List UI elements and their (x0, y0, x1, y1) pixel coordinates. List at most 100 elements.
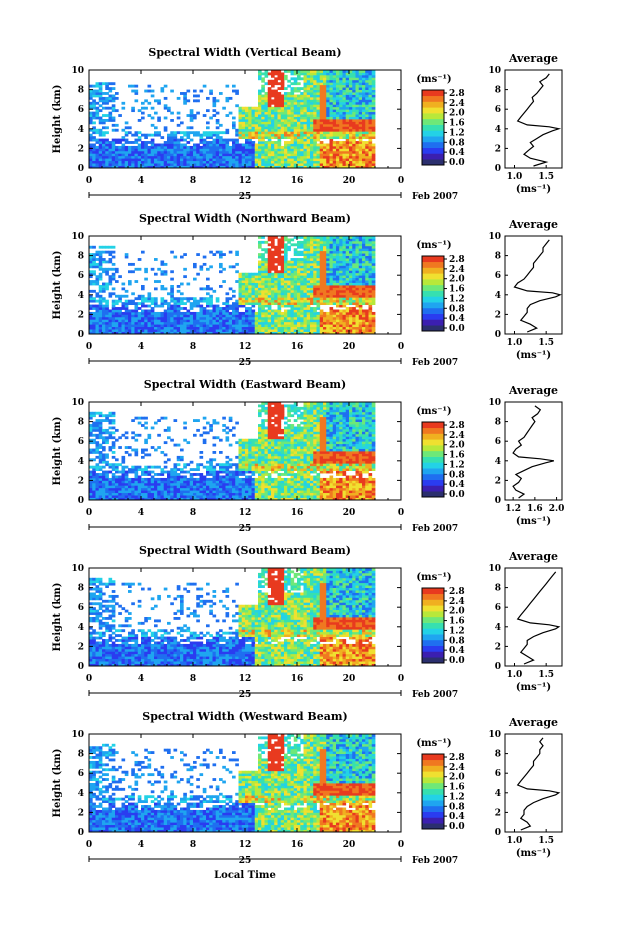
heatmap-cell (154, 280, 158, 283)
heatmap-cell (92, 314, 96, 318)
heatmap-cell (241, 302, 246, 305)
heatmap-cell (287, 145, 291, 149)
heatmap-cell (228, 321, 233, 325)
heatmap-cell (290, 326, 295, 330)
heatmap-cell (212, 304, 217, 308)
heatmap-cell (271, 250, 275, 254)
heatmap-cell (238, 155, 243, 159)
heatmap-cell (368, 311, 373, 315)
heatmap-cell (92, 84, 96, 88)
heatmap-cell (261, 111, 265, 115)
heatmap-cell (92, 126, 96, 130)
heatmap-cell (362, 248, 366, 252)
heatmap-cell (297, 119, 301, 122)
heatmap-cell (170, 133, 174, 137)
heatmap-cell (313, 299, 317, 303)
heatmap-cell (245, 131, 249, 135)
heatmap-cell (339, 111, 343, 115)
heatmap-cell (267, 238, 272, 242)
heatmap-cell (134, 280, 139, 283)
heatmap-cell (323, 240, 327, 244)
heatmap-cell (215, 150, 220, 154)
heatmap-cell (300, 304, 304, 308)
heatmap-cell (134, 148, 139, 152)
heatmap-cell (258, 116, 262, 120)
heatmap-cell (238, 299, 243, 303)
heatmap-cell (306, 128, 311, 132)
heatmap-cell (254, 282, 259, 286)
heatmap-cell (173, 133, 178, 137)
heatmap-cell (232, 148, 236, 152)
heatmap-cell (115, 109, 119, 113)
heatmap-cell (141, 153, 145, 157)
heatmap-cell (115, 270, 119, 274)
heatmap-cell (329, 116, 334, 120)
heatmap-cell (300, 114, 304, 117)
heatmap-cell (287, 285, 291, 288)
heatmap-cell (319, 79, 324, 83)
heatmap-cell (358, 255, 363, 259)
heatmap-cell (300, 258, 304, 261)
heatmap-cell (310, 272, 314, 276)
heatmap-cell (280, 282, 285, 286)
heatmap-cell (323, 321, 327, 325)
heatmap-cell (329, 331, 334, 335)
heatmap-cell (345, 160, 350, 164)
heatmap-cell (271, 82, 275, 86)
heatmap-cell (323, 258, 327, 261)
heatmap-cell (355, 101, 360, 105)
heatmap-cell (98, 143, 103, 147)
heatmap-cell (98, 89, 103, 93)
heatmap-cell (342, 297, 347, 301)
heatmap-cell (267, 148, 272, 152)
colorbar-tick-label: 1.2 (449, 128, 465, 138)
heatmap-cell (267, 114, 272, 117)
heatmap-cell (310, 316, 314, 320)
heatmap-cell (290, 72, 295, 76)
heatmap-cell (326, 70, 330, 73)
heatmap-cell (342, 260, 347, 264)
heatmap-cell (98, 131, 103, 135)
heatmap-cell (336, 248, 340, 252)
heatmap-cell (358, 87, 363, 90)
heatmap-cell (92, 458, 96, 462)
heatmap-cell (245, 282, 249, 286)
heatmap-cell (131, 319, 135, 323)
heatmap-cell (329, 324, 334, 328)
heatmap-cell (193, 160, 197, 164)
heatmap-cell (277, 316, 282, 320)
heatmap-cell (248, 294, 252, 298)
heatmap-cell (297, 314, 301, 318)
heatmap-cell (365, 314, 369, 318)
heatmap-cell (105, 99, 109, 103)
heatmap-cell (368, 324, 373, 328)
heatmap-cell (368, 292, 373, 296)
heatmap-cell (352, 253, 356, 256)
heatmap-cell (349, 150, 353, 154)
heatmap-cell (358, 138, 363, 142)
heatmap-cell (102, 99, 106, 103)
heatmap-cell (264, 165, 269, 169)
heatmap-cell (284, 119, 288, 122)
heatmap-cell (313, 150, 317, 154)
heatmap-cell (258, 285, 262, 288)
heatmap-cell (89, 258, 93, 261)
heatmap-cell (274, 272, 278, 276)
heatmap-cell (225, 309, 230, 313)
heatmap-cell (111, 116, 116, 120)
heatmap-cell (326, 319, 330, 323)
heatmap-cell (219, 326, 223, 330)
heatmap-cell (245, 324, 249, 328)
heatmap-cell (248, 326, 252, 330)
heatmap-cell (248, 302, 252, 305)
heatmap-cell (258, 74, 262, 78)
heatmap-cell (339, 258, 343, 261)
heatmap-cell (280, 126, 285, 130)
heatmap-cell (349, 111, 353, 115)
heatmap-cell (89, 106, 93, 110)
heatmap-cell (300, 253, 304, 256)
heatmap-cell (209, 153, 213, 157)
heatmap-cell (241, 304, 246, 308)
heatmap-cell (332, 245, 337, 249)
heatmap-cell (215, 141, 220, 144)
